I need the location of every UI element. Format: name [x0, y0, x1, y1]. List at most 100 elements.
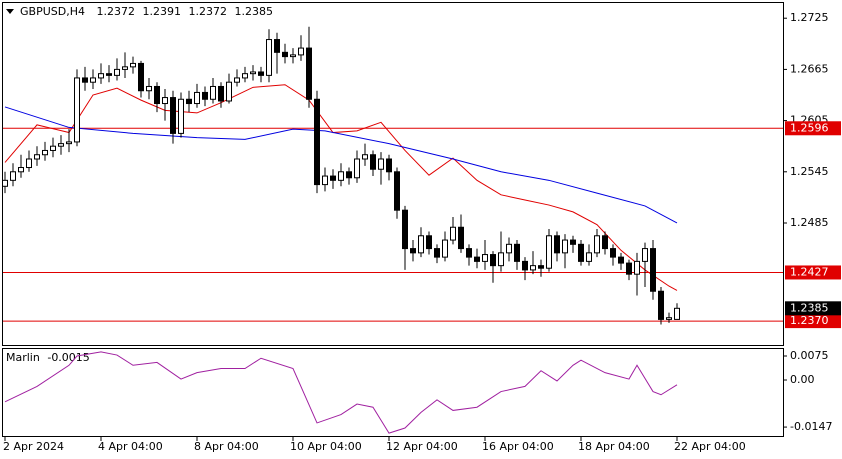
y-tick-label: 0.00	[790, 373, 815, 386]
candle-body	[106, 73, 112, 76]
candle-body	[74, 77, 80, 143]
candle-body	[154, 85, 160, 105]
candle-body	[26, 158, 32, 169]
candle-body	[186, 98, 192, 105]
candle-body	[474, 256, 480, 262]
candle-body	[522, 260, 528, 271]
candle-body	[634, 260, 640, 275]
candle-body	[146, 85, 152, 92]
indicator-title: Marlin -0.0015	[6, 351, 90, 364]
candle-body	[610, 248, 616, 258]
candle-body	[34, 154, 40, 160]
candle-body	[658, 290, 664, 320]
candle-body	[354, 158, 360, 179]
candle-body	[618, 256, 624, 264]
candle-body	[234, 77, 240, 83]
candle-body	[626, 262, 632, 275]
candle-body	[42, 149, 48, 156]
candle-body	[330, 175, 336, 181]
header-close: 1.2385	[234, 5, 273, 18]
y-tick-label: 1.2485	[790, 216, 829, 229]
candle-body	[562, 239, 568, 254]
candle-body	[578, 243, 584, 262]
candle-body	[298, 47, 304, 56]
candle-body	[138, 62, 144, 92]
candle-body	[362, 154, 368, 160]
candle-body	[346, 171, 352, 179]
candle-body	[162, 97, 168, 105]
candle-body	[466, 248, 472, 258]
candle-body	[10, 171, 16, 181]
candle-body	[274, 39, 280, 53]
menu-arrow[interactable]	[6, 9, 14, 14]
candle-body	[530, 265, 536, 271]
level-label-bg	[785, 265, 841, 280]
candle-body	[66, 141, 72, 145]
symbol: GBPUSD,H4	[20, 5, 85, 18]
x-tick-label: 2 Apr 2024	[3, 440, 64, 453]
candle-body	[114, 68, 120, 76]
candle-body	[506, 243, 512, 254]
candle-body	[98, 73, 104, 79]
indicator-last: -0.0015	[47, 351, 89, 364]
candle-body	[666, 317, 672, 320]
header-open: 1.2372	[96, 5, 135, 18]
y-tick-label: -0.0147	[790, 420, 832, 433]
x-tick-label: 16 Apr 04:00	[482, 440, 554, 453]
candle-body	[458, 226, 464, 250]
candle-body	[642, 248, 648, 262]
candle-body	[314, 98, 320, 186]
x-tick-label: 4 Apr 04:00	[98, 440, 163, 453]
last-price-bg	[785, 301, 841, 316]
level-label: 1.2427	[790, 265, 829, 278]
candle-body	[2, 179, 8, 187]
candle-body	[378, 158, 384, 170]
candle-body	[266, 39, 272, 76]
candle-body	[82, 77, 88, 83]
moving-average	[4, 84, 678, 291]
x-tick-label: 12 Apr 04:00	[386, 440, 458, 453]
candle-body	[570, 239, 576, 245]
indicator-line	[4, 351, 678, 434]
candle-body	[450, 226, 456, 241]
last-price-label: 1.2385	[790, 301, 829, 314]
level-label-bg	[785, 121, 841, 136]
header-low: 1.2372	[188, 5, 227, 18]
candle-body	[386, 158, 392, 173]
header: GBPUSD,H4 1.2372 1.2391 1.2372 1.2385	[20, 5, 273, 18]
candle-body	[306, 47, 312, 100]
candle-body	[338, 171, 344, 181]
y-tick-label: 0.0075	[790, 349, 829, 362]
candle-body	[50, 145, 56, 151]
candle-body	[290, 54, 296, 58]
candle-body	[418, 235, 424, 254]
header-high: 1.2391	[142, 5, 181, 18]
candle-body	[282, 51, 288, 58]
candle-body	[490, 254, 496, 267]
candle-body	[202, 91, 208, 100]
moving-average	[4, 106, 678, 224]
candle-body	[554, 235, 560, 254]
candle-body	[170, 97, 176, 134]
candle-body	[394, 171, 400, 211]
candle-body	[442, 239, 448, 258]
candle-body	[242, 73, 248, 79]
candle-body	[426, 235, 432, 250]
candle-body	[218, 85, 224, 102]
candle-body	[410, 248, 416, 254]
y-tick-label: 1.2545	[790, 165, 829, 178]
x-tick-label: 8 Apr 04:00	[194, 440, 259, 453]
candle-body	[674, 307, 680, 320]
candle-body	[226, 81, 232, 102]
candle-body	[58, 143, 64, 147]
y-tick-label: 1.2725	[790, 11, 829, 24]
candle-body	[498, 252, 504, 267]
candle-body	[482, 254, 488, 262]
candle-body	[130, 62, 136, 68]
candle-body	[402, 209, 408, 250]
indicator-name: Marlin	[6, 351, 40, 364]
indicator-frame	[2, 348, 784, 437]
candle-body	[514, 243, 520, 262]
candle-body	[250, 71, 256, 75]
